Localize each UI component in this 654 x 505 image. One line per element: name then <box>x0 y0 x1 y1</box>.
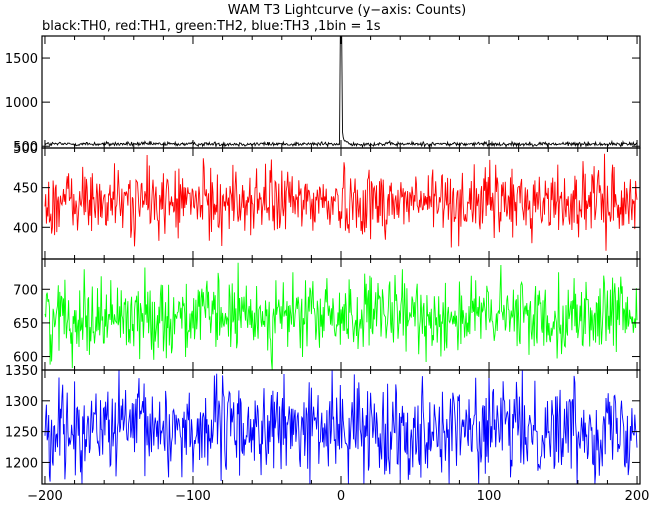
y-tick-label: 650 <box>13 317 38 332</box>
panel-2: 600 650 700 <box>13 258 641 371</box>
panel-0: 500 1000 1500 <box>5 35 641 155</box>
y-tick-label: 600 <box>13 351 38 366</box>
x-tick-label: −100 <box>175 489 211 504</box>
y-tick-label: 1200 <box>5 456 38 471</box>
chart-title: WAM T3 Lightcurve (y−axis: Counts) <box>228 3 466 18</box>
x-tick-label: 0 <box>337 489 345 504</box>
panel-3: 1200 1250 1300 1350 <box>5 364 641 485</box>
y-tick-label: 1250 <box>5 426 38 441</box>
series-th2-line <box>44 262 638 371</box>
chart-subtitle: black:TH0, red:TH1, green:TH2, blue:TH3 … <box>42 19 381 34</box>
x-tick-label: −200 <box>27 489 63 504</box>
y-tick-label: 500 <box>13 140 38 155</box>
panels: 5001000150040045050060065070012001250130… <box>5 35 641 485</box>
series-th1-line <box>44 153 638 251</box>
y-tick-label: 500 <box>13 142 38 157</box>
x-tick-label: 200 <box>625 489 650 504</box>
panel-frame <box>41 147 641 260</box>
x-axis: −200 −100 0 100 200 <box>27 489 649 504</box>
x-tick-label: 100 <box>477 489 502 504</box>
y-tick-label: 700 <box>13 283 38 298</box>
y-tick-label: 450 <box>13 182 38 197</box>
panel-1: 400 450 500 <box>13 142 641 260</box>
y-tick-label: 1500 <box>5 52 38 67</box>
panel-frame <box>41 35 641 149</box>
series-th3-line <box>44 369 638 485</box>
y-tick-label: 1300 <box>5 395 38 410</box>
y-tick-label: 1350 <box>5 364 38 379</box>
series-th0-line <box>44 35 638 149</box>
y-tick-label: 1000 <box>5 96 38 111</box>
y-tick-label: 400 <box>13 221 38 236</box>
